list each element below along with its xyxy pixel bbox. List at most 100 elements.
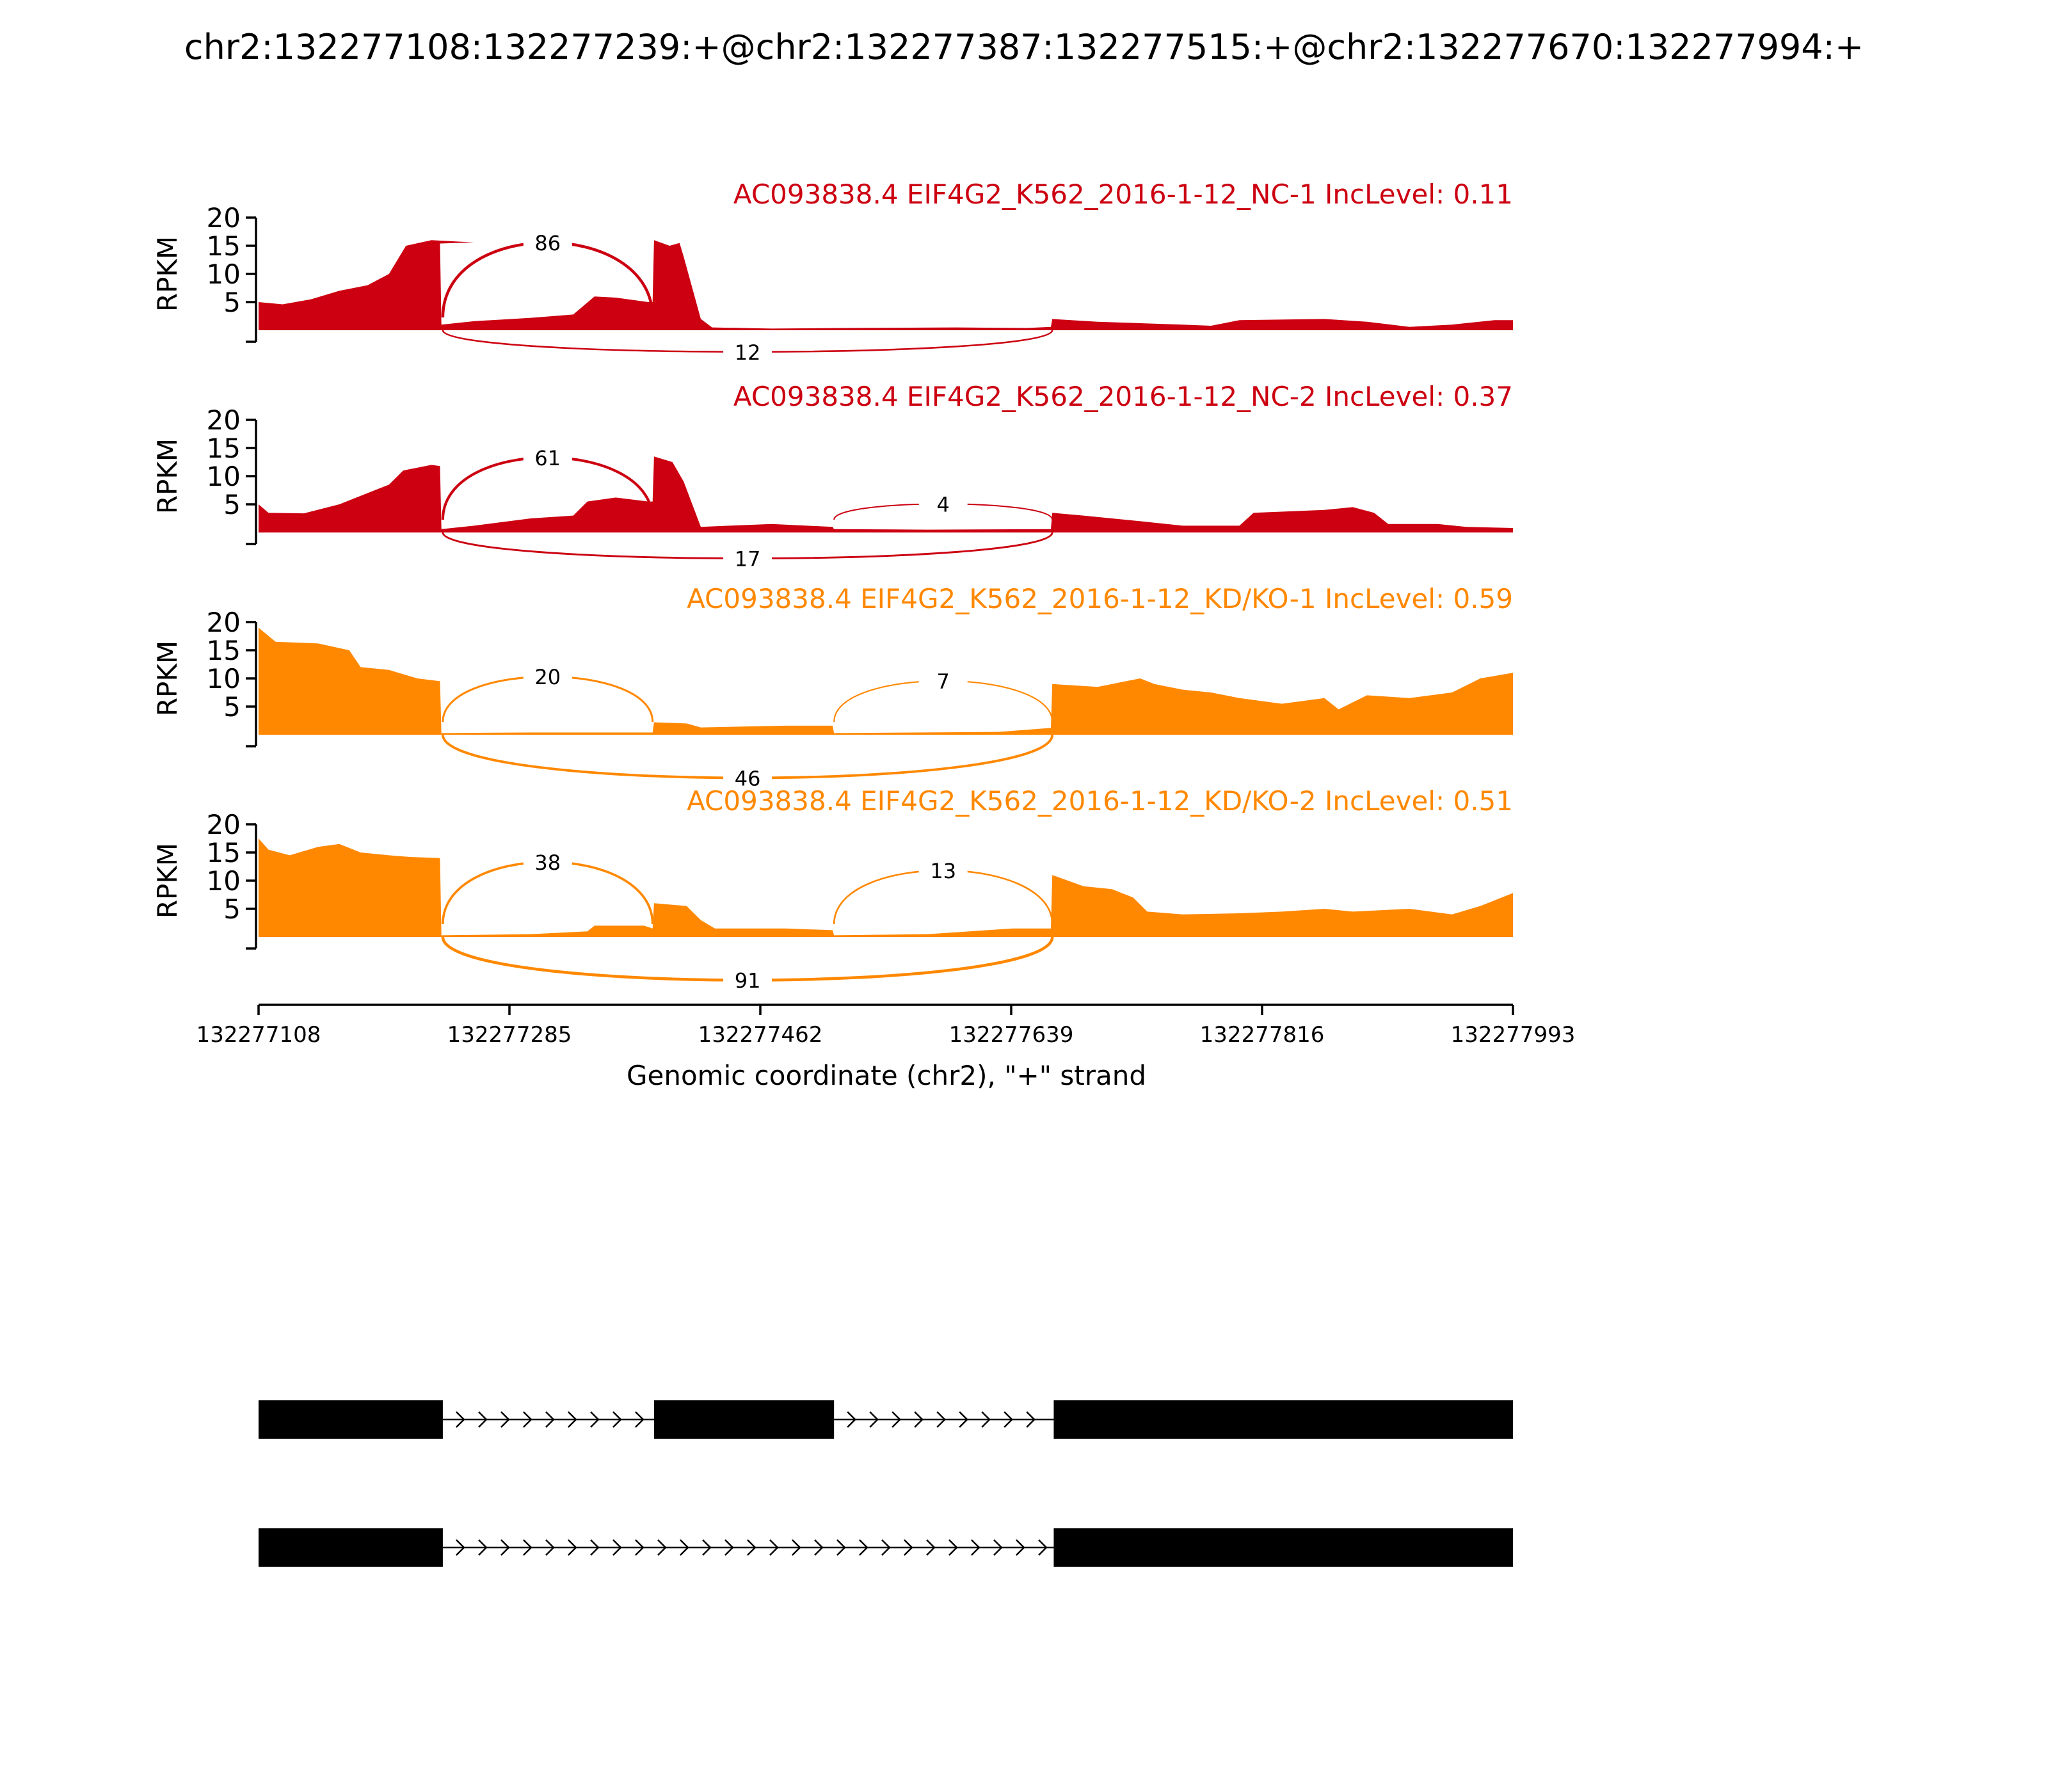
strand-arrow — [702, 1539, 712, 1556]
junction-count: 61 — [534, 446, 561, 470]
strand-arrow — [926, 1539, 936, 1556]
strand-arrow — [500, 1411, 510, 1428]
isoform-models — [259, 1400, 1513, 1567]
strand-arrow — [859, 1539, 868, 1556]
strand-arrow — [1016, 1539, 1025, 1556]
strand-arrow — [456, 1411, 465, 1428]
strand-arrow — [545, 1411, 555, 1428]
y-tick-label: 10 — [207, 663, 241, 694]
y-tick-label: 20 — [207, 809, 241, 840]
strand-arrow — [478, 1539, 488, 1556]
strand-arrow — [523, 1411, 532, 1428]
strand-arrow — [478, 1411, 488, 1428]
strand-arrow — [657, 1539, 667, 1556]
x-axis: 132277108 132277285 132277462 132277639 1322… — [196, 1004, 1575, 1048]
x-tick-label: 132277108 — [196, 1022, 321, 1048]
junction-count: 91 — [735, 969, 761, 993]
exon-block — [1053, 1528, 1513, 1567]
y-tick-label: 20 — [207, 202, 241, 234]
strand-arrow — [612, 1539, 622, 1556]
strand-arrow — [936, 1411, 946, 1428]
strand-arrow — [914, 1411, 924, 1428]
x-axis-label: Genomic coordinate (chr2), "+" strand — [627, 1060, 1146, 1091]
strand-arrow — [869, 1411, 879, 1428]
junction-label-bg — [723, 541, 772, 572]
strand-arrow — [814, 1539, 824, 1556]
strand-arrow — [769, 1539, 779, 1556]
strand-arrow — [948, 1539, 958, 1556]
x-tick-label: 132277462 — [698, 1022, 823, 1048]
strand-arrow — [500, 1539, 510, 1556]
strand-arrow — [590, 1411, 600, 1428]
junction-label-bg — [523, 440, 572, 470]
y-tick-label: 10 — [207, 259, 241, 290]
y-tick-label: 5 — [223, 489, 241, 520]
junction-label-bg — [723, 963, 772, 993]
strand-arrow — [724, 1539, 734, 1556]
strand-arrow — [993, 1539, 1003, 1556]
coverage-area — [259, 456, 1513, 532]
junction-label-bg — [523, 845, 572, 875]
junction-label-bg — [918, 487, 968, 517]
junction-count: 17 — [735, 547, 761, 572]
y-tick-label: 15 — [207, 635, 241, 666]
junction-label-bg — [723, 761, 772, 791]
y-tick-label: 5 — [223, 893, 241, 925]
track-label: AC093838.4 EIF4G2_K562_2016-1-12_KD/KO-1… — [687, 583, 1513, 614]
y-axis-label: RPKM — [152, 438, 183, 514]
isoform-2 — [259, 1528, 1513, 1567]
exon-block — [653, 1400, 835, 1439]
y-tick-label: 15 — [207, 433, 241, 464]
strand-arrow — [981, 1411, 991, 1428]
strand-arrow — [847, 1411, 856, 1428]
chart-title: chr2:132277108:132277239:+@chr2:13227738… — [184, 27, 1864, 67]
junction-count: 7 — [937, 669, 950, 694]
strand-arrow — [1004, 1411, 1013, 1428]
strand-arrow — [892, 1411, 901, 1428]
junction-count: 4 — [937, 492, 950, 516]
track-label: AC093838.4 EIF4G2_K562_2016-1-12_NC-2 In… — [733, 381, 1513, 412]
junction-label-bg — [918, 854, 968, 883]
junction-label-bg — [918, 664, 968, 694]
coverage-area — [259, 838, 1513, 937]
strand-arrow — [545, 1539, 555, 1556]
strand-arrow — [1038, 1539, 1048, 1556]
junction-count: 38 — [534, 851, 561, 875]
y-axis-label: RPKM — [152, 843, 183, 918]
strand-arrow — [456, 1539, 465, 1556]
junction-count: 46 — [735, 767, 761, 791]
isoform-1 — [259, 1400, 1513, 1439]
strand-arrow — [836, 1539, 846, 1556]
junction-count: 86 — [534, 231, 561, 255]
junction-label-bg — [523, 226, 572, 255]
strand-arrow — [1026, 1411, 1036, 1428]
strand-arrow — [612, 1411, 622, 1428]
junction-count: 20 — [534, 665, 561, 689]
strand-arrow — [523, 1539, 532, 1556]
strand-arrow — [971, 1539, 980, 1556]
strand-arrow — [680, 1539, 689, 1556]
track-label: AC093838.4 EIF4G2_K562_2016-1-12_KD/KO-2… — [687, 785, 1513, 817]
y-tick-label: 5 — [223, 287, 241, 318]
strand-arrow — [747, 1539, 756, 1556]
y-tick-label: 5 — [223, 691, 241, 723]
y-axis-label: RPKM — [152, 236, 183, 312]
strand-arrow — [635, 1411, 644, 1428]
strand-arrow — [881, 1539, 891, 1556]
x-tick-label: 132277816 — [1200, 1022, 1325, 1048]
exon-block — [1053, 1400, 1513, 1439]
junction-count: 12 — [735, 340, 761, 365]
exon-block — [259, 1400, 443, 1439]
strand-arrow — [635, 1539, 644, 1556]
y-tick-label: 15 — [207, 837, 241, 868]
y-axis-label: RPKM — [152, 641, 183, 716]
x-tick-label: 132277285 — [447, 1022, 572, 1048]
y-tick-label: 10 — [207, 865, 241, 897]
junction-label-bg — [523, 660, 572, 690]
y-tick-label: 20 — [207, 404, 241, 436]
y-tick-label: 10 — [207, 461, 241, 492]
